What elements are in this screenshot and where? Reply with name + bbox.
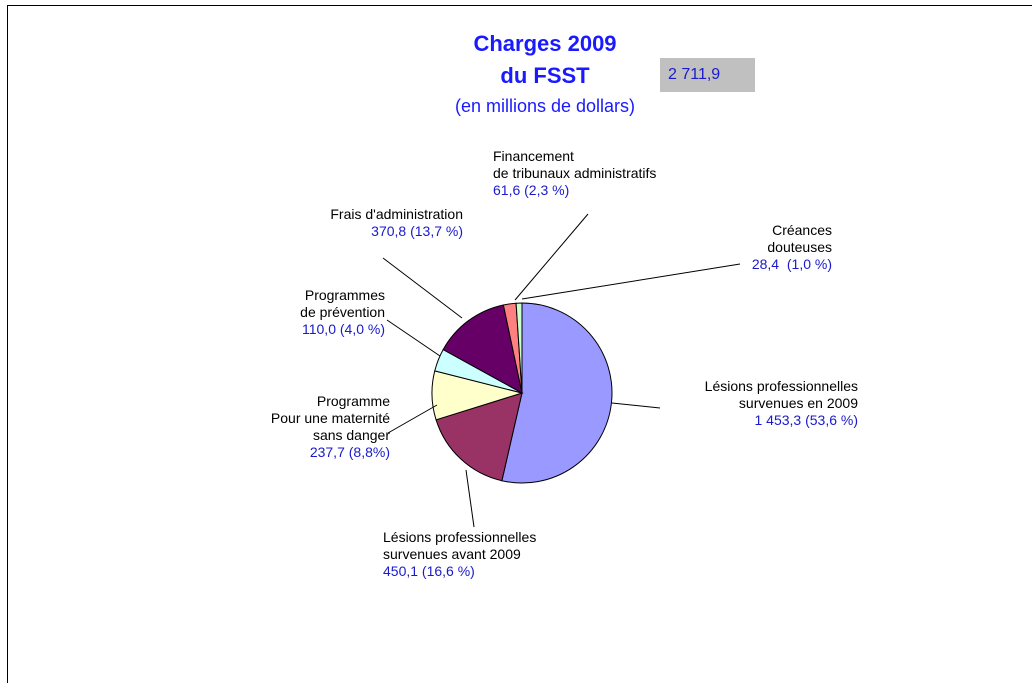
leader-line xyxy=(387,404,438,434)
value-label: 1 453,3 (53,6 %) xyxy=(754,412,858,428)
pie-slice xyxy=(442,304,523,394)
leader-line xyxy=(521,263,741,300)
leader-line xyxy=(611,402,661,409)
leader-line xyxy=(386,319,441,357)
value-label: 61,6 (2,3 %) xyxy=(493,182,570,198)
slice-label: Lésions professionnelles survenues en 20… xyxy=(600,378,858,429)
frame xyxy=(7,5,1032,683)
category-label: Frais d'administration xyxy=(330,206,463,222)
slice-label: Programmes de prévention 110,0 (4,0 %) xyxy=(185,287,385,338)
category-label: Financement de tribunaux administratifs xyxy=(493,148,657,181)
category-label: Lésions professionnelles survenues avant… xyxy=(383,529,537,562)
pie-slice xyxy=(515,302,523,394)
slice-label: Créances douteuses 28,4 (1,0 %) xyxy=(632,222,832,273)
value-label: 110,0 (4,0 %) xyxy=(301,321,385,337)
slice-label: Lésions professionnelles survenues avant… xyxy=(383,529,633,580)
slice-label: Frais d'administration 370,8 (13,7 %) xyxy=(263,206,463,240)
value-label: 450,1 (16,6 %) xyxy=(383,563,475,579)
chart-subtitle: (en millions de dollars) xyxy=(454,96,636,116)
slice-label: Programme Pour une maternité sans danger… xyxy=(190,393,390,461)
pie-slice xyxy=(501,302,613,484)
leader-line xyxy=(514,213,589,301)
category-label: Lésions professionnelles survenues en 20… xyxy=(704,378,858,411)
value-label: 370,8 (13,7 %) xyxy=(371,223,463,239)
pie-slice xyxy=(435,392,523,482)
category-label: Programme Pour une maternité sans danger xyxy=(270,393,390,443)
value-label: 28,4 (1,0 %) xyxy=(751,256,832,272)
slice-label: Financement de tribunaux administratifs 6… xyxy=(493,148,753,199)
total-box: 2 711,9 xyxy=(660,58,755,92)
category-label: Créances douteuses xyxy=(767,222,832,255)
value-label: 237,7 (8,8%) xyxy=(309,444,390,460)
category-label: Programmes de prévention xyxy=(300,287,385,320)
leader-line xyxy=(382,257,463,319)
leader-line xyxy=(465,469,475,528)
chart-title: Charges 2009 du FSST xyxy=(473,31,617,88)
